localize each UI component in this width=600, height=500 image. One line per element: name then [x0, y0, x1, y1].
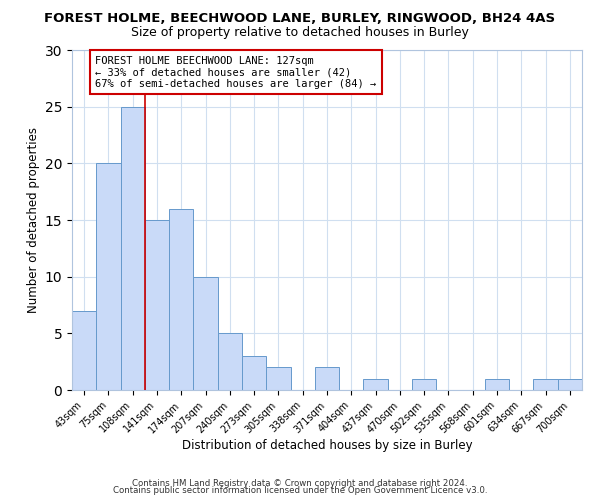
- Bar: [412, 378, 436, 390]
- Bar: [364, 378, 388, 390]
- Bar: [121, 106, 145, 390]
- Bar: [533, 378, 558, 390]
- Bar: [145, 220, 169, 390]
- Bar: [315, 368, 339, 390]
- Text: FOREST HOLME BEECHWOOD LANE: 127sqm
← 33% of detached houses are smaller (42)
67: FOREST HOLME BEECHWOOD LANE: 127sqm ← 33…: [95, 56, 376, 89]
- Text: Contains HM Land Registry data © Crown copyright and database right 2024.: Contains HM Land Registry data © Crown c…: [132, 478, 468, 488]
- Bar: [242, 356, 266, 390]
- Bar: [485, 378, 509, 390]
- X-axis label: Distribution of detached houses by size in Burley: Distribution of detached houses by size …: [182, 439, 472, 452]
- Text: FOREST HOLME, BEECHWOOD LANE, BURLEY, RINGWOOD, BH24 4AS: FOREST HOLME, BEECHWOOD LANE, BURLEY, RI…: [44, 12, 556, 26]
- Bar: [558, 378, 582, 390]
- Y-axis label: Number of detached properties: Number of detached properties: [28, 127, 40, 313]
- Bar: [72, 310, 96, 390]
- Bar: [218, 334, 242, 390]
- Bar: [193, 276, 218, 390]
- Text: Size of property relative to detached houses in Burley: Size of property relative to detached ho…: [131, 26, 469, 39]
- Text: Contains public sector information licensed under the Open Government Licence v3: Contains public sector information licen…: [113, 486, 487, 495]
- Bar: [96, 164, 121, 390]
- Bar: [266, 368, 290, 390]
- Bar: [169, 208, 193, 390]
